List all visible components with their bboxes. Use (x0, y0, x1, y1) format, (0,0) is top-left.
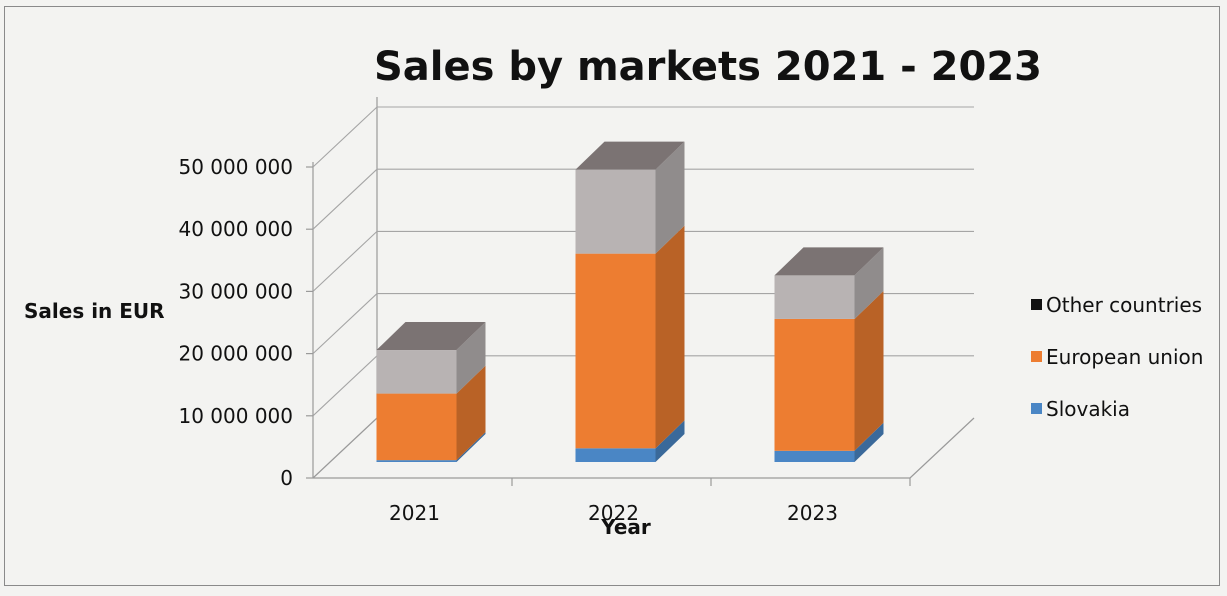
legend-label: Slovakia (1046, 397, 1130, 421)
x-tick-label: 2021 (389, 501, 440, 525)
bar-side (854, 247, 884, 319)
bar-segment (575, 225, 685, 449)
bar-segment (774, 247, 884, 319)
legend-item: European union (1031, 345, 1203, 369)
chart-frame (4, 6, 1220, 586)
legend-item: Other countries (1031, 293, 1202, 317)
legend-label: European union (1046, 345, 1203, 369)
y-tick-label: 20 000 000 (178, 342, 293, 366)
bar-front (376, 350, 457, 394)
legend-swatch (1031, 403, 1042, 414)
bars (376, 141, 884, 462)
bar-front (376, 393, 457, 461)
x-axis-title: Year (600, 515, 651, 539)
bar-front (575, 448, 656, 462)
bar-side (854, 290, 884, 451)
bar-segment (774, 422, 884, 462)
bar-side (456, 432, 486, 462)
bar-stack-2023 (774, 247, 884, 462)
bar-top (376, 322, 486, 351)
y-tick-label: 0 (280, 466, 293, 490)
bar-side (655, 420, 685, 462)
bar-segment (575, 141, 685, 254)
y-tick-label: 10 000 000 (178, 404, 293, 428)
bar-segment (376, 365, 486, 461)
gridlines (306, 97, 975, 479)
x-tick-label: 2023 (787, 501, 838, 525)
chart-title: Sales by markets 2021 - 2023 (374, 44, 1042, 90)
bar-stack-2021 (376, 322, 486, 462)
bar-front (575, 253, 656, 449)
bar-segment (376, 322, 486, 394)
legend-label: Other countries (1046, 293, 1202, 317)
y-tick-label: 50 000 000 (178, 155, 293, 179)
bar-front (575, 169, 656, 254)
bar-front (376, 460, 457, 462)
axis-depth-line (312, 417, 378, 479)
bar-side (854, 422, 884, 462)
bar-front (774, 450, 855, 462)
bar-segment (376, 432, 486, 462)
x-tick-label: 2022 (588, 501, 639, 525)
bar-side (456, 365, 486, 461)
bar-segment (575, 420, 685, 462)
y-axis-title: Sales in EUR (24, 299, 165, 323)
bar-top (774, 247, 884, 276)
bar-segment (774, 290, 884, 451)
y-tick-label: 30 000 000 (178, 279, 293, 303)
gridline (312, 106, 974, 168)
bar-top (575, 141, 685, 170)
bar-side (456, 322, 486, 394)
bar-side (655, 225, 685, 449)
y-tick-label: 40 000 000 (178, 217, 293, 241)
gridline (312, 168, 974, 230)
legend-swatch (1031, 351, 1042, 362)
bar-front (774, 275, 855, 319)
bar-front (774, 318, 855, 451)
y-axis-ticks: 0 10 000 000 20 000 000 30 000 000 40 000 00… (178, 155, 293, 490)
legend-swatch (1031, 299, 1042, 310)
bar-side (655, 141, 685, 254)
gridline (312, 230, 974, 292)
bar-stack-2022 (575, 141, 685, 462)
x-axis-ticks: 2021 2022 2023 (389, 478, 911, 525)
legend-item: Slovakia (1031, 397, 1130, 421)
legend: Other countries European union Slovakia (1031, 293, 1203, 421)
